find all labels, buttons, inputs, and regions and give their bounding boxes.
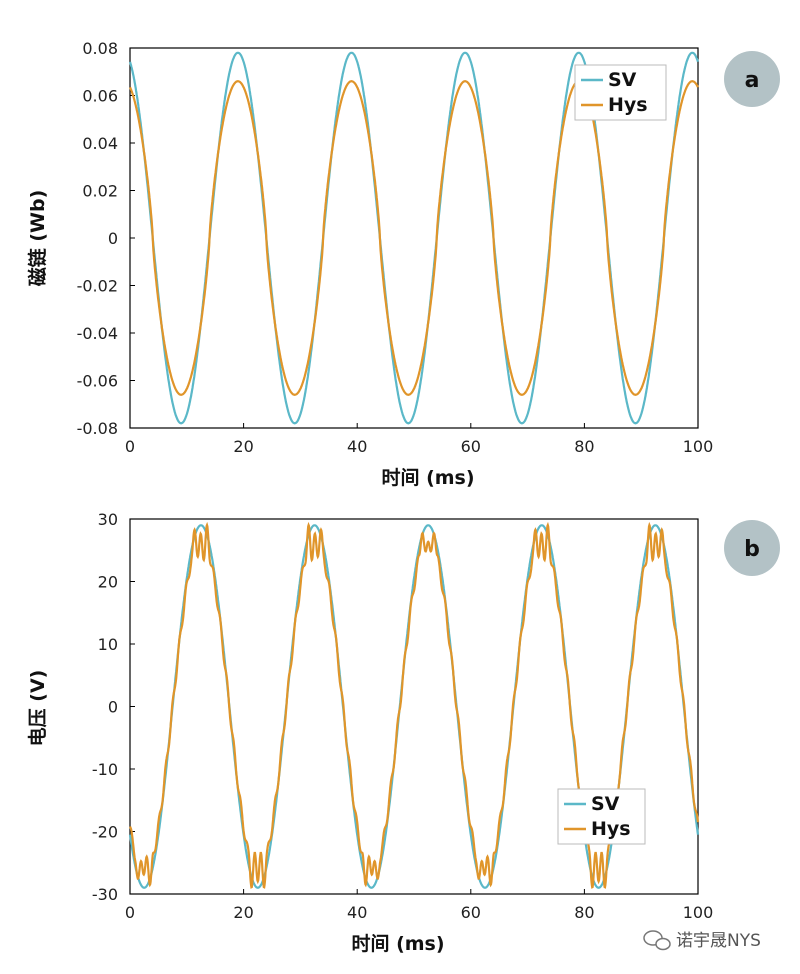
x-tick-label: 80 — [574, 903, 594, 922]
badge-b: b — [724, 520, 780, 576]
y-tick-label: 0.02 — [82, 182, 118, 201]
x-tick-label: 40 — [347, 903, 367, 922]
legend-label-sv-a: SV — [608, 69, 637, 91]
badge-circle-b — [724, 520, 780, 576]
x-tick-label: 40 — [347, 437, 367, 456]
x-tick-label: 0 — [125, 903, 135, 922]
ylabel-a: 磁链 (Wb) — [26, 190, 49, 287]
panel-a: 0 20 40 60 80 100 0.08 0.06 0.04 0.02 0 -0.02 -0.04 -… — [26, 39, 780, 489]
y-tick-label: 0.04 — [82, 134, 118, 153]
legend-label-hys-b: Hys — [591, 818, 631, 840]
x-tick-label: 100 — [683, 437, 714, 456]
x-tick-label: 80 — [574, 437, 594, 456]
x-tick-label: 20 — [233, 437, 253, 456]
y-tick-label: 20 — [98, 573, 118, 592]
y-tick-label: -0.02 — [77, 277, 118, 296]
ticks-a: 0 20 40 60 80 100 0.08 0.06 0.04 0.02 0 -0.02 -0.04 -… — [77, 39, 714, 456]
y-tick-label: -0.04 — [77, 324, 118, 343]
legend-label-sv-b: SV — [591, 793, 620, 815]
badge-label-a: a — [745, 68, 760, 93]
x-tick-label: 60 — [461, 903, 481, 922]
y-tick-label: 0.08 — [82, 39, 118, 58]
wechat-icon — [643, 930, 671, 951]
y-tick-label: -0.06 — [77, 372, 118, 391]
watermark: 诺宇晟NYS — [643, 930, 761, 951]
legend-box-b — [557, 788, 646, 845]
x-tick-label: 20 — [233, 903, 253, 922]
y-tick-label: -30 — [92, 885, 118, 904]
ylabel-b: 电压 (V) — [26, 670, 49, 747]
lines-b — [128, 521, 700, 889]
series-line-hys — [129, 521, 700, 889]
xlabel-b: 时间 (ms) — [351, 933, 444, 955]
legend-box-a — [574, 64, 667, 121]
badge-circle-a — [724, 51, 780, 107]
y-tick-label: 0 — [108, 229, 118, 248]
x-tick-label: 60 — [461, 437, 481, 456]
watermark-text: 诺宇晟NYS — [676, 931, 761, 951]
lines-a — [128, 51, 700, 425]
series-line-hys — [129, 80, 699, 396]
y-tick-label: -0.08 — [77, 419, 118, 438]
y-tick-label: 0.06 — [82, 87, 118, 106]
x-tick-label: 0 — [125, 437, 135, 456]
badge-a: a — [724, 51, 780, 107]
x-tick-label: 100 — [683, 903, 714, 922]
badge-label-b: b — [744, 537, 760, 562]
y-tick-label: 0 — [108, 698, 118, 717]
legend-label-hys-a: Hys — [608, 94, 648, 116]
y-tick-label: 30 — [98, 510, 118, 529]
legend-b: SV Hys — [557, 788, 646, 845]
y-tick-label: -10 — [92, 760, 118, 779]
y-tick-label: 10 — [98, 635, 118, 654]
legend-a: SV Hys — [574, 64, 667, 121]
xlabel-a: 时间 (ms) — [381, 467, 474, 489]
y-tick-label: -20 — [92, 823, 118, 842]
